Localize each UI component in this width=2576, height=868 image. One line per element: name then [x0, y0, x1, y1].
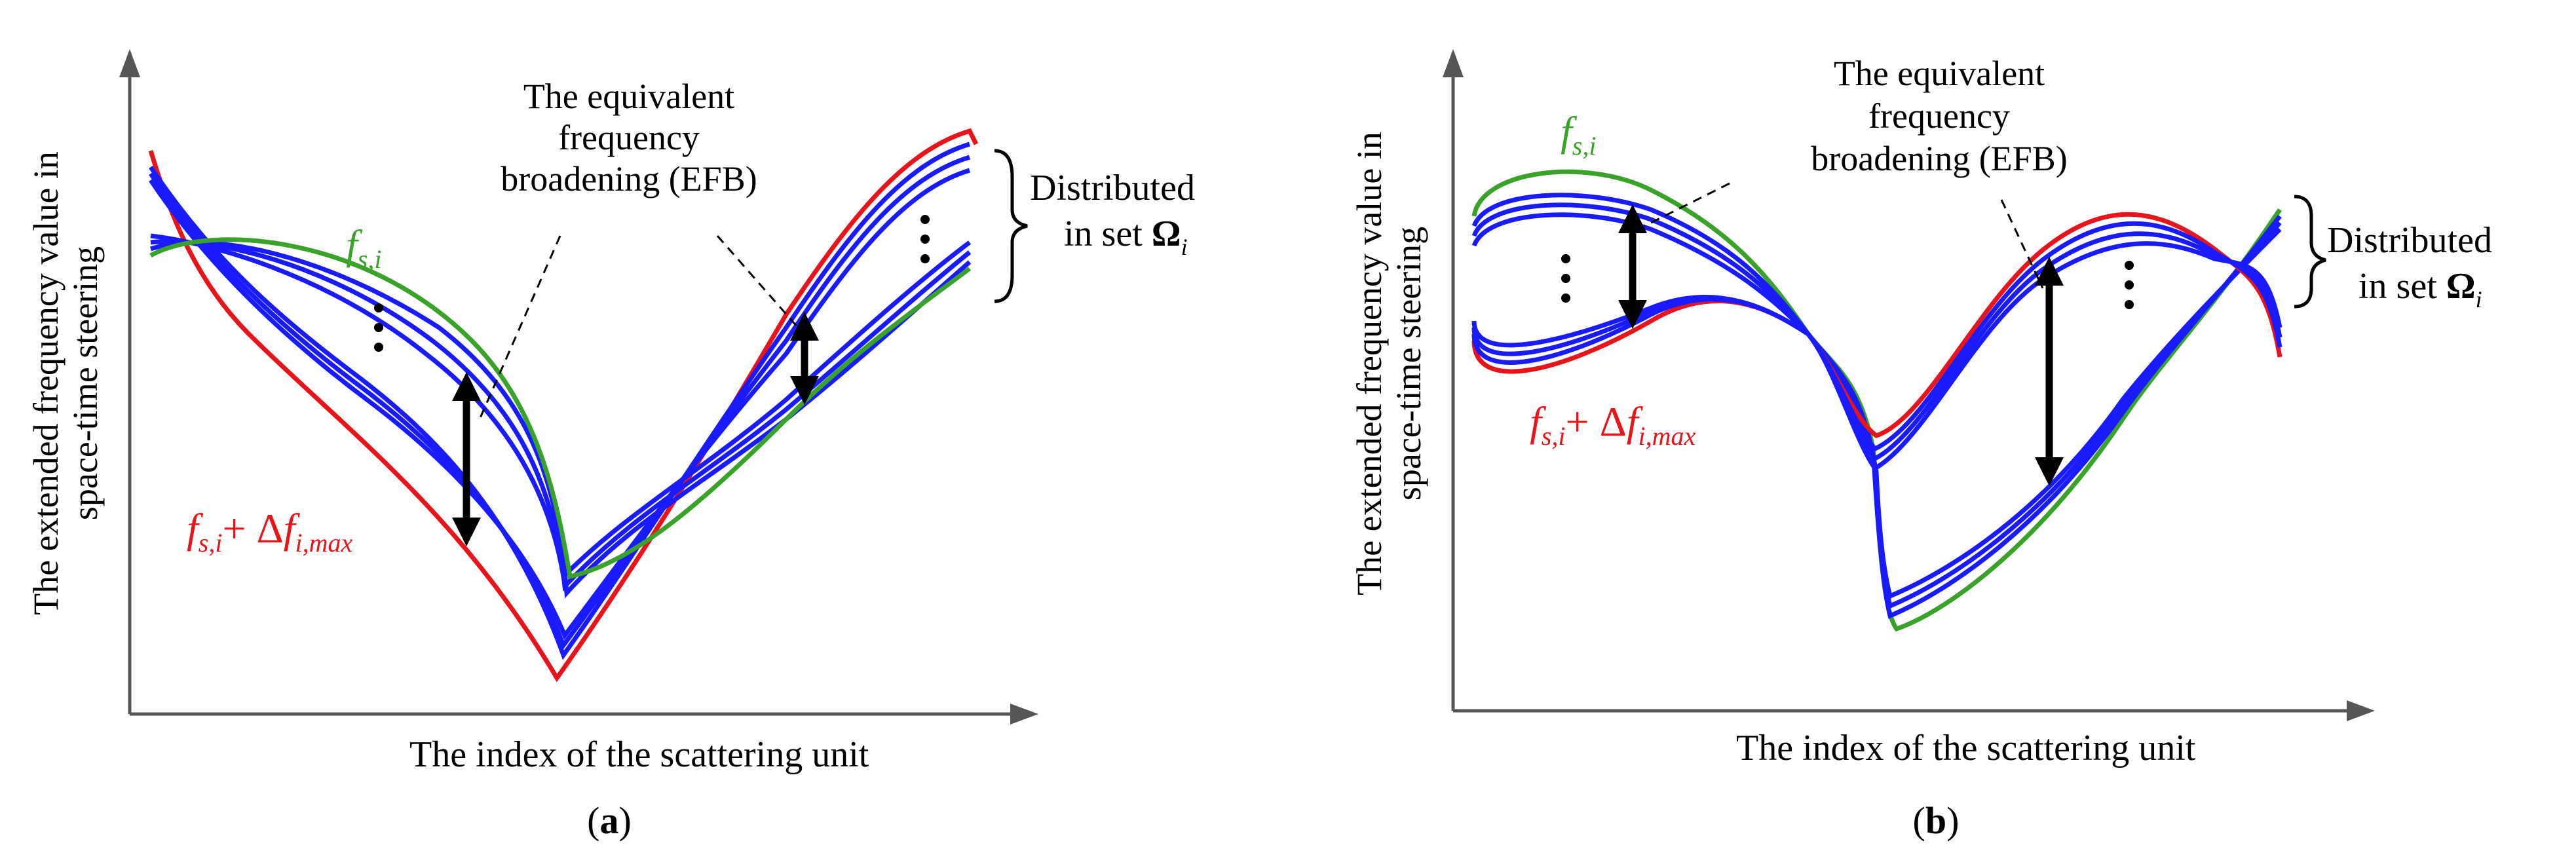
blue-curve-6 — [149, 240, 972, 599]
x-axis-label-a: The index of the scattering unit — [409, 734, 869, 775]
efb-arrows-b — [1618, 204, 2064, 486]
panel-a: The extended frequency value in space-ti… — [26, 49, 1195, 842]
arrow-up-a2 — [790, 312, 819, 341]
y-label-line1: The extended frequency value in — [26, 151, 66, 615]
brace-a — [994, 149, 1028, 303]
y-label-line1: The extended frequency value in — [1350, 132, 1389, 595]
y-axis-label-a: The extended frequency value in space-ti… — [26, 151, 105, 615]
efb-leaders-a — [478, 235, 799, 420]
blue-curve-1 — [149, 142, 971, 660]
efb-leaders-b — [1644, 182, 2044, 289]
blue-curve-3 — [149, 168, 971, 640]
fs-label-a: fs,i — [346, 221, 381, 274]
arrow-up-a1 — [452, 372, 481, 401]
panel-b: The extended frequency value in space-ti… — [1350, 49, 2492, 842]
y-axis-arrowhead — [119, 49, 140, 77]
efb-label-line1: The equivalent — [1834, 54, 2045, 93]
green-curve — [149, 237, 972, 580]
blue-curve-b6 — [1471, 241, 2282, 472]
fs-delta-label-b: fs,i+ Δfi,max — [1530, 398, 1696, 451]
arrow-down-a1 — [452, 518, 481, 546]
y-axis-label-b: The extended frequency value in space-ti… — [1350, 132, 1428, 595]
arrow-down-b2 — [2035, 457, 2064, 486]
ellipsis-dots-a — [374, 215, 930, 352]
arrow-down-a2 — [790, 376, 819, 405]
efb-label-line3: broadening (EFB) — [501, 159, 757, 198]
arrow-up-b1 — [1618, 204, 1647, 233]
efb-label-line2: frequency — [1868, 96, 2010, 136]
arrow-down-b1 — [1618, 300, 1647, 329]
x-axis-label-b: The index of the scattering unit — [1736, 728, 2196, 768]
efb-arrows-a — [452, 312, 819, 546]
efb-label-line1: The equivalent — [523, 77, 734, 116]
y-label-line2: space-time steering — [66, 246, 105, 520]
red-curve — [1471, 212, 2282, 438]
arrow-up-b2 — [2035, 257, 2064, 286]
brace-b — [2294, 195, 2326, 309]
distributed-label-a: Distributed — [1030, 168, 1195, 208]
in-set-label-a: in set Ωi — [1064, 214, 1188, 260]
efb-label-line3: broadening (EFB) — [1811, 139, 2067, 178]
blue-curve-2 — [149, 155, 971, 651]
in-set-label-b: in set Ωi — [2358, 266, 2482, 312]
red-curve — [148, 128, 979, 683]
ellipsis-dots-b — [1561, 254, 2134, 309]
distributed-label-b: Distributed — [2327, 220, 2492, 261]
efb-label-line2: frequency — [558, 118, 700, 157]
blue-curve-b5 — [1471, 231, 2282, 462]
fs-delta-label-a: fs,i+ Δfi,max — [187, 505, 353, 557]
caption-b: (b) — [1913, 799, 1960, 842]
y-label-line2: space-time steering — [1389, 227, 1428, 500]
x-axis-arrowhead — [1010, 704, 1038, 725]
caption-a: (a) — [587, 799, 632, 842]
y-axis-arrowhead — [1443, 49, 1464, 77]
x-axis-arrowhead — [2347, 700, 2375, 721]
blue-curve-b3 — [1471, 212, 2282, 599]
curves-a — [148, 128, 979, 683]
fs-label-b: fs,i — [1561, 108, 1596, 160]
